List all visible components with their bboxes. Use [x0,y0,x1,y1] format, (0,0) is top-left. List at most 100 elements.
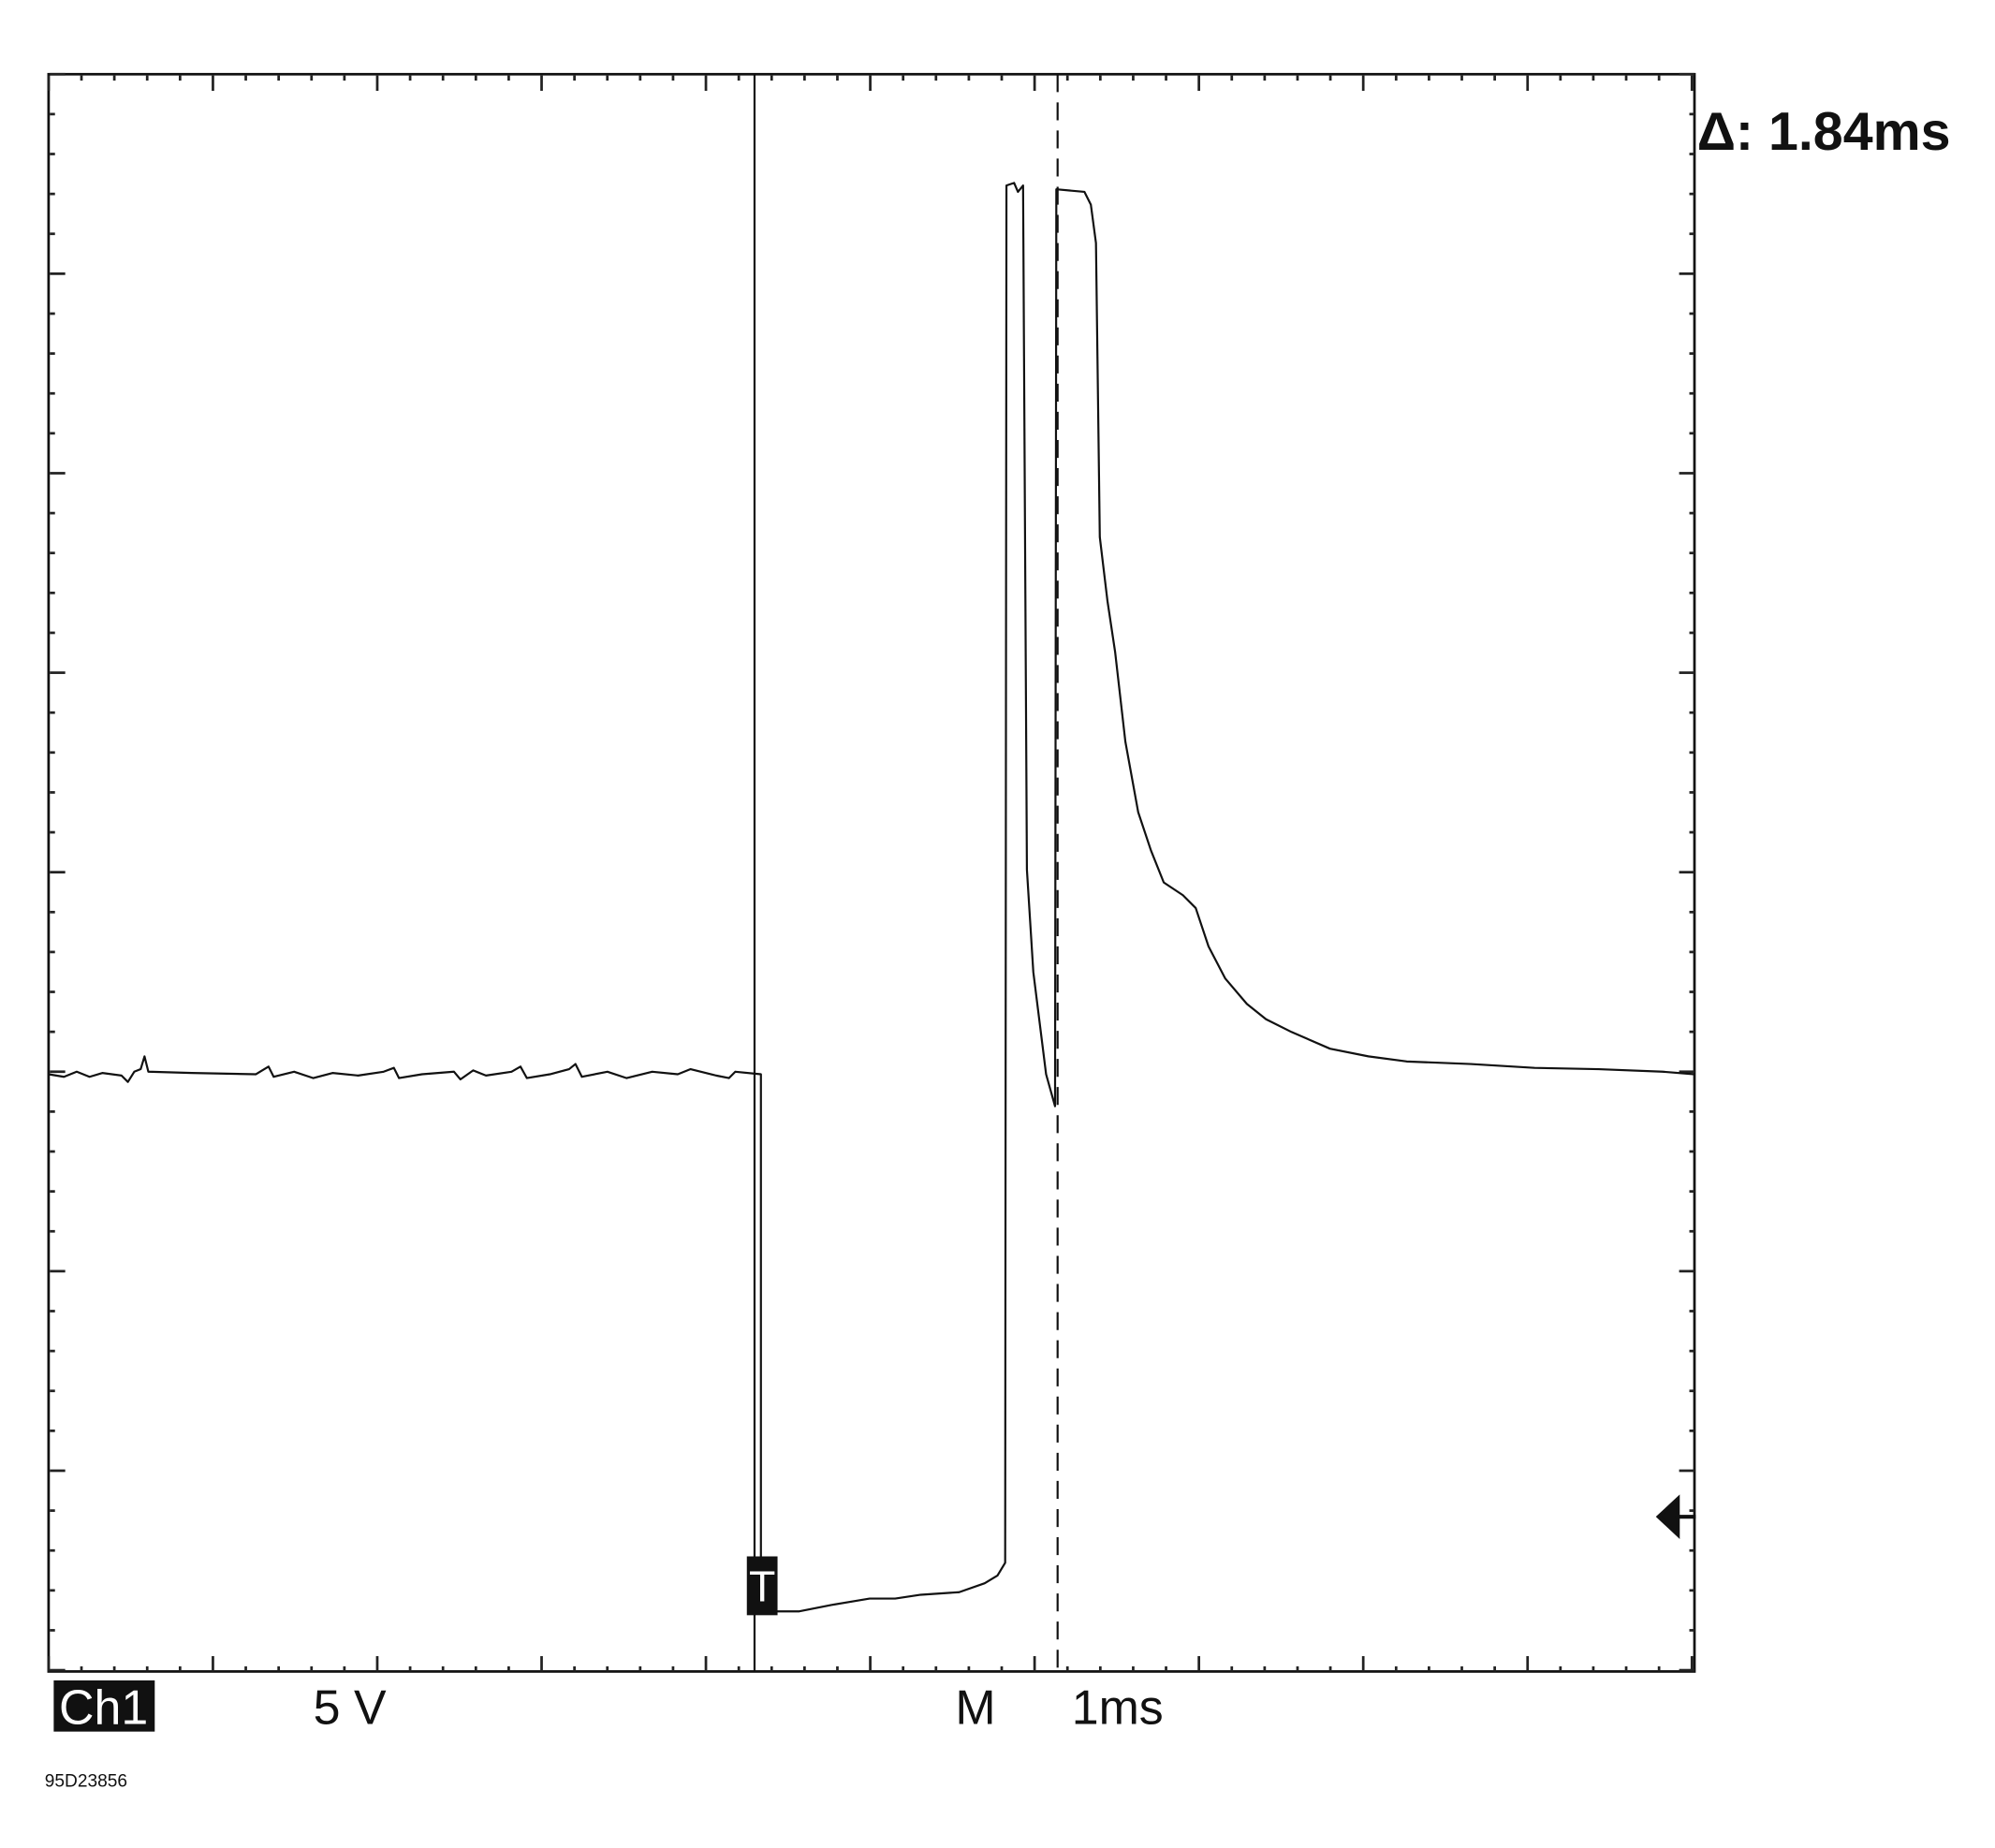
graticule-tick [1657,75,1661,81]
graticule-tick [671,75,675,81]
graticule-tick [50,830,55,834]
delta-readout: Δ: 1.84ms [1697,102,1951,162]
waveform [48,182,1695,1613]
graticule-tick [507,1665,510,1672]
graticule-tick [1679,871,1694,874]
graticule-tick [737,75,741,81]
graticule-tick [1394,1665,1398,1672]
graticule-tick [310,1665,314,1672]
graticule-tick [1689,1030,1694,1034]
graticule-tick [1689,1349,1694,1353]
graticule-tick [50,352,55,355]
graticule-tick [1526,75,1530,92]
timebase-label: M [955,1679,995,1734]
graticule-tick [50,1150,55,1153]
graticule-tick [50,751,55,755]
graticule-tick [1689,551,1694,555]
graticule-tick [112,75,116,81]
graticule-tick [1263,75,1267,81]
graticule-tick [1689,1629,1694,1632]
graticule-tick [375,75,379,92]
graticule-tick [1296,1665,1299,1672]
graticule-tick [1689,391,1694,395]
graticule-tick [343,1665,346,1672]
graticule-tick [803,75,806,81]
trigger-marker-box [746,1556,778,1616]
graticule-tick [50,1668,66,1672]
graticule-tick [50,391,55,395]
graticule-tick [1689,153,1694,155]
graticule-tick [50,1070,66,1074]
graticule-tick [540,75,543,92]
graticule-tick [50,1389,55,1393]
graticule-tick [1098,1665,1102,1672]
ground-level-arrow [1655,1494,1696,1539]
graticule-tick [50,1589,55,1592]
graticule-tick [1689,112,1694,116]
graticule-tick [606,75,609,81]
graticule-tick [1328,1665,1332,1672]
graticule-tick [80,75,83,81]
graticule-tick [1689,910,1694,914]
graticule-tick [1679,272,1694,275]
graticule-tick [770,75,773,81]
graticule-tick [50,312,55,315]
graticule-tick [375,1656,379,1672]
graticule-tick [50,791,55,794]
graticule-tick [1296,75,1299,81]
graticule-tick [1230,75,1234,81]
graticule-tick [277,1665,281,1672]
screen-frame [47,72,1696,1673]
graticule-tick [1679,1668,1694,1672]
graticule-tick [1065,1665,1069,1672]
graticule-tick [1689,1429,1694,1432]
graticule-tick [1689,711,1694,714]
graticule-tick [50,1030,55,1034]
graticule-tick [1679,72,1694,76]
graticule-tick [1263,1665,1267,1672]
graticule-tick [638,1665,642,1672]
graticule-tick [1197,75,1201,92]
graticule-tick [1689,1190,1694,1194]
graticule-tick [1428,1665,1430,1672]
graticule-tick [50,631,55,635]
graticule-tick [474,1665,477,1672]
graticule-tick [145,75,149,81]
graticule-tick [507,75,510,81]
graticule-tick [50,472,66,475]
graticule-tick [50,950,55,954]
graticule-tick [1689,950,1694,954]
graticule-tick [50,432,55,435]
graticule-tick [1689,751,1694,755]
graticule-tick [671,1665,675,1672]
graticule-tick [1394,75,1398,81]
graticule-tick [1689,830,1694,834]
graticule-tick [1689,432,1694,435]
graticule-tick [1000,1665,1004,1672]
graticule-tick [638,75,642,81]
graticule-tick [408,75,412,81]
graticule-tick [50,1110,55,1113]
graticule-tick [50,910,55,914]
graticule-tick [1689,511,1694,515]
graticule-tick [1657,1665,1661,1672]
graticule-tick [441,1665,445,1672]
graticule-tick [869,1656,872,1672]
graticule-tick [1493,75,1496,81]
graticule-tick [50,112,55,116]
graticule-tick [836,75,839,81]
graticule-tick [47,75,51,92]
graticule-tick [1592,1665,1595,1672]
graticule-tick [1065,75,1069,81]
graticule-tick [573,75,576,81]
graticule-tick [1689,1509,1694,1512]
graticule-tick [1197,1656,1201,1672]
graticule-tick [1460,75,1463,81]
graticule-tick [902,1665,905,1672]
graticule-tick [1098,75,1102,81]
graticule-tick [967,1665,971,1672]
graticule-tick [1689,1548,1694,1552]
graticule-tick [836,1665,839,1672]
graticule-tick [1689,352,1694,355]
